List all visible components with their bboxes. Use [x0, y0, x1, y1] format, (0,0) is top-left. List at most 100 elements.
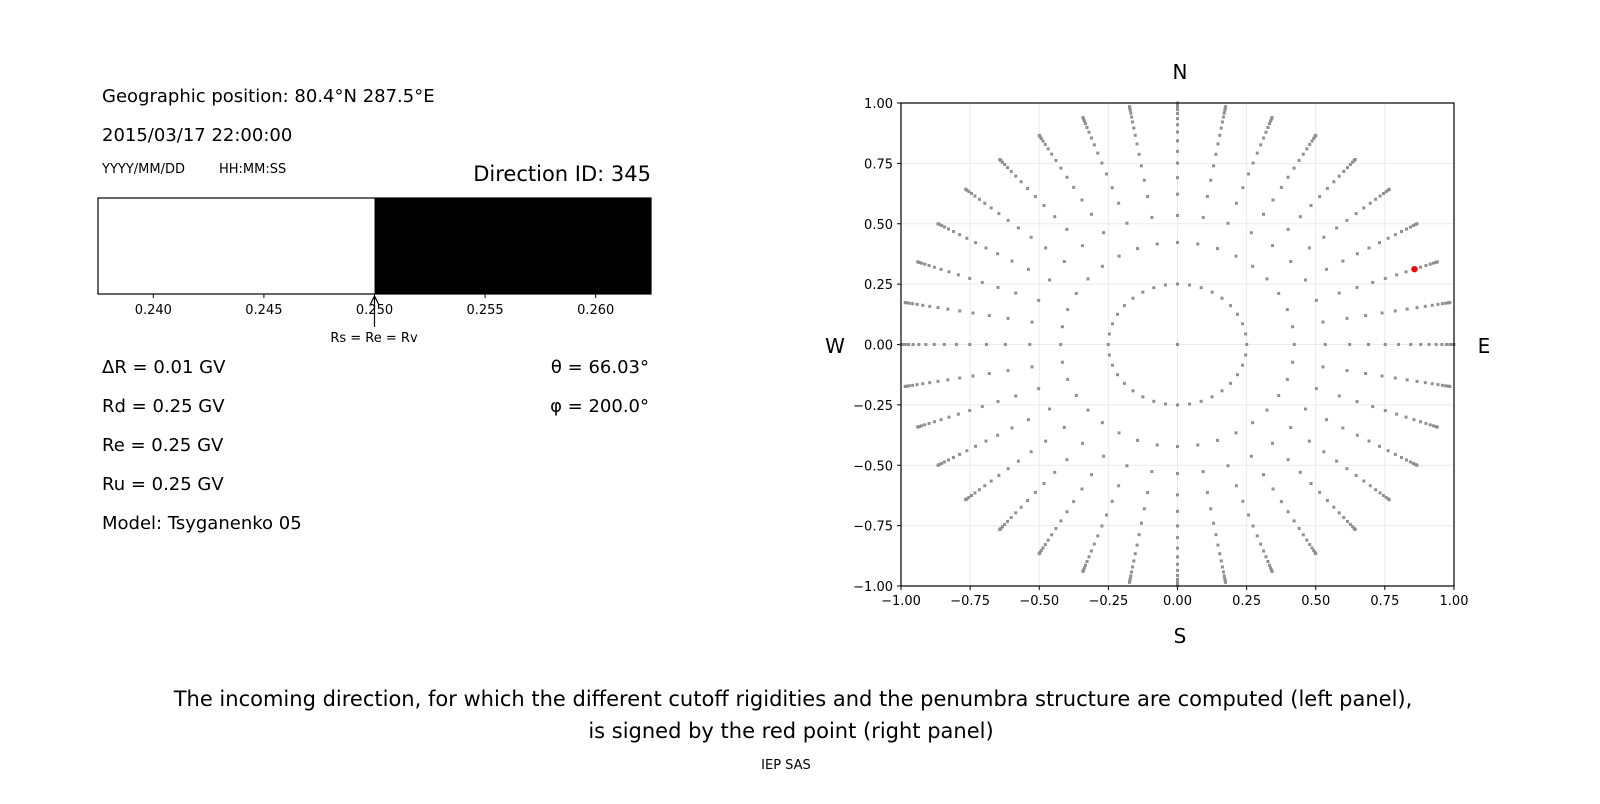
y-tick-label: −0.50 — [853, 459, 893, 474]
direction-point — [1404, 458, 1408, 462]
direction-point — [1286, 175, 1290, 179]
direction-point — [1150, 215, 1154, 219]
direction-point — [1066, 308, 1070, 312]
direction-point — [947, 415, 951, 419]
penumbra-strip: 0.240 0.245 0.250 0.255 0.260 — [97, 197, 652, 327]
direction-point — [1085, 125, 1089, 129]
y-tick-label: 0.25 — [864, 278, 893, 293]
direction-point — [1382, 494, 1386, 498]
direction-point — [1444, 384, 1448, 388]
direction-point — [1125, 221, 1129, 225]
direction-point — [1423, 304, 1427, 308]
direction-point — [1387, 498, 1391, 502]
direction-point — [940, 224, 944, 228]
direction-point — [1100, 264, 1104, 268]
direction-point — [1440, 343, 1444, 346]
direction-point — [1244, 332, 1248, 336]
direction-point — [1146, 194, 1150, 198]
direction-point — [1100, 421, 1104, 425]
direction-point — [1444, 301, 1448, 305]
direction-point — [1102, 231, 1106, 235]
direction-point — [1043, 142, 1047, 146]
direction-point — [1122, 304, 1126, 308]
direction-point — [956, 412, 960, 416]
direction-point — [1044, 246, 1048, 250]
direction-point — [1117, 431, 1121, 435]
direction-point — [1104, 513, 1108, 517]
direction-point — [1146, 491, 1150, 495]
direction-point — [1117, 484, 1121, 488]
direction-point — [1393, 309, 1397, 313]
direction-point — [1142, 178, 1146, 182]
direction-point — [1046, 147, 1050, 151]
direction-point — [1335, 459, 1339, 463]
direction-point — [996, 252, 1000, 256]
direction-point — [1128, 108, 1132, 112]
caption-line-1: The incoming direction, for which the di… — [173, 687, 1413, 711]
direction-point — [1133, 552, 1137, 556]
model: Model: Tsyganenko 05 — [102, 513, 302, 534]
direction-point — [1125, 464, 1129, 468]
direction-point — [1249, 454, 1253, 458]
direction-point — [1082, 566, 1086, 570]
direction-point — [1430, 303, 1434, 307]
direction-point — [943, 460, 947, 464]
direction-point — [1000, 160, 1004, 164]
direction-point — [974, 241, 978, 245]
direction-point — [1277, 394, 1281, 398]
direction-point — [1006, 369, 1010, 373]
direction-point — [1355, 433, 1359, 437]
direction-point — [1087, 555, 1091, 559]
x-tick-label: 0.50 — [1301, 594, 1330, 609]
direction-point — [1086, 277, 1090, 281]
x-tick-label: 0.00 — [1163, 594, 1192, 609]
direction-point — [1116, 312, 1120, 316]
direction-point — [1065, 458, 1069, 462]
direction-point — [1292, 343, 1296, 346]
direction-point — [998, 158, 1002, 162]
direction-point — [1448, 384, 1452, 388]
direction-point — [1409, 343, 1413, 346]
direction-point — [1348, 163, 1352, 167]
direction-point — [1080, 487, 1084, 491]
direction-point — [1053, 215, 1057, 219]
direction-id: Direction ID: 345 — [473, 162, 651, 186]
direction-point — [1037, 552, 1041, 556]
direction-point — [1136, 247, 1140, 251]
time-format-label: HH:MM:SS — [219, 162, 286, 177]
direction-point — [1205, 491, 1209, 495]
direction-point — [1065, 227, 1069, 231]
direction-point — [903, 384, 907, 388]
direction-point — [1419, 343, 1423, 346]
direction-point — [1059, 519, 1063, 523]
direction-point — [1405, 378, 1409, 382]
direction-point — [903, 301, 907, 305]
direction-point — [1270, 441, 1274, 445]
direction-point — [1131, 389, 1135, 393]
direction-point — [1009, 169, 1013, 173]
direction-point — [1188, 402, 1192, 406]
direction-point — [1150, 470, 1154, 474]
direction-point — [1285, 377, 1289, 381]
direction-point — [1081, 244, 1085, 248]
direction-point — [936, 222, 940, 226]
direction-point — [984, 439, 988, 443]
direction-point — [1019, 505, 1023, 509]
direction-point — [1367, 439, 1371, 443]
direction-point — [983, 484, 987, 488]
direction-point — [1176, 580, 1179, 584]
direction-point — [1234, 201, 1238, 205]
direction-point — [1006, 467, 1010, 471]
direction-point — [1215, 247, 1219, 251]
direction-point — [980, 280, 984, 284]
direction-point — [1082, 119, 1086, 123]
direction-point — [1270, 116, 1274, 120]
direction-point — [946, 307, 950, 311]
direction-point — [1132, 559, 1136, 563]
direction-point — [1016, 226, 1020, 230]
direction-point — [1380, 374, 1384, 378]
direction-point — [1241, 499, 1245, 503]
direction-point — [1419, 265, 1423, 269]
direction-point — [1100, 524, 1104, 528]
direction-point — [1423, 381, 1427, 385]
